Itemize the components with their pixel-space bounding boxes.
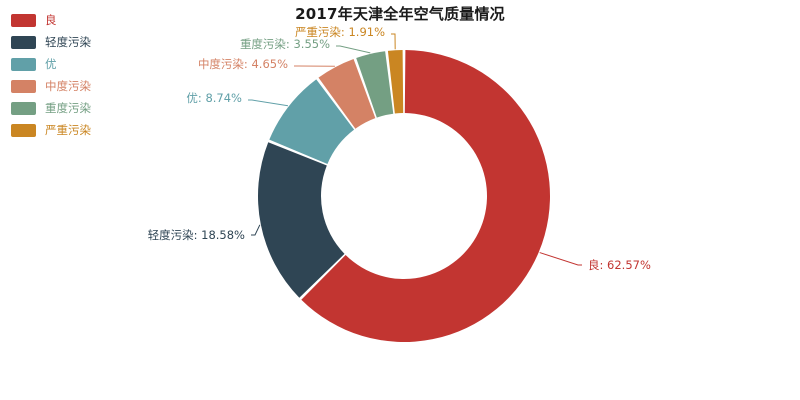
legend-swatch-icon	[11, 58, 36, 71]
slice-label-group: 良: 62.57% 轻度污染: 18.58% 优: 8.74% 中度污染: 4.…	[148, 25, 651, 272]
legend-item-yanzhong-wuran[interactable]: 严重污染	[11, 120, 141, 141]
legend-swatch-icon	[11, 14, 36, 27]
slice-label-you: 优: 8.74%	[186, 91, 242, 105]
slice-label-yanzhong: 严重污染: 1.91%	[295, 25, 385, 39]
legend-item-label: 轻度污染	[45, 35, 91, 49]
donut-slice[interactable]	[356, 51, 394, 118]
donut-slice[interactable]	[301, 50, 550, 343]
legend-item-label: 优	[45, 57, 57, 71]
slice-label-qingdu: 轻度污染: 18.58%	[148, 228, 245, 242]
donut-slice[interactable]	[387, 50, 404, 114]
donut-slice[interactable]	[269, 79, 355, 164]
legend-item-liang[interactable]: 良	[11, 10, 141, 31]
legend-item-label: 中度污染	[45, 79, 91, 93]
legend-swatch-icon	[11, 124, 36, 137]
legend-item-label: 重度污染	[45, 101, 91, 115]
legend-item-label: 良	[45, 13, 57, 27]
legend-item-label: 严重污染	[45, 123, 91, 137]
legend-swatch-icon	[11, 36, 36, 49]
donut-slice[interactable]	[318, 58, 376, 129]
leader-line	[251, 224, 261, 236]
legend-item-qingdu-wuran[interactable]: 轻度污染	[11, 32, 141, 53]
legend-swatch-icon	[11, 80, 36, 93]
leader-line	[539, 252, 582, 266]
legend: 良 轻度污染 优 中度污染 重度污染 严重污染	[11, 10, 141, 142]
page-title: 2017年天津全年空气质量情况	[295, 5, 505, 23]
slice-group	[258, 50, 550, 343]
slice-label-liang: 良: 62.57%	[588, 258, 651, 272]
slice-label-zhongdu2: 重度污染: 3.55%	[240, 37, 330, 51]
leader-line	[391, 33, 396, 50]
legend-item-zhongdu-wuran[interactable]: 中度污染	[11, 76, 141, 97]
donut-slice[interactable]	[258, 142, 345, 298]
leader-line-group	[248, 33, 582, 266]
legend-item-zhongdu-yanzhong-wuran[interactable]: 重度污染	[11, 98, 141, 119]
leader-line	[248, 99, 289, 107]
legend-item-you[interactable]: 优	[11, 54, 141, 75]
slice-label-zhongdu: 中度污染: 4.65%	[198, 57, 288, 71]
leader-line	[336, 45, 371, 54]
legend-swatch-icon	[11, 102, 36, 115]
